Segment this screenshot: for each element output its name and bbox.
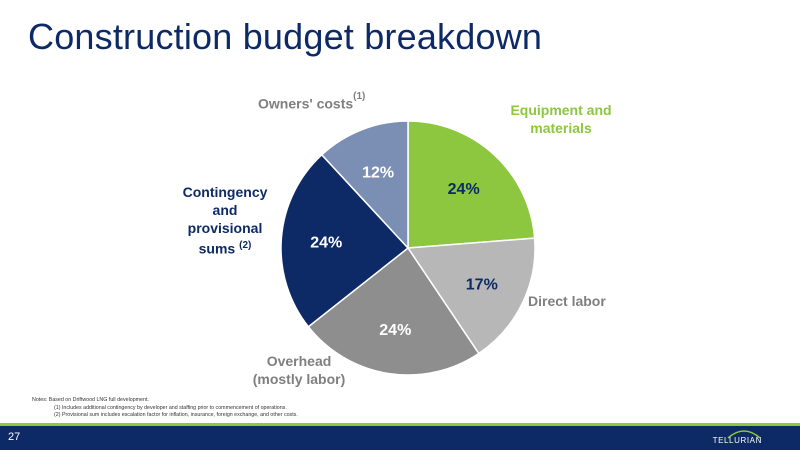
notes-line1: Notes: Based on Driftwood LNG full devel… (32, 397, 149, 403)
notes-line3: (2) Provisional sum includes escalation … (54, 412, 298, 418)
notes: Notes: Based on Driftwood LNG full devel… (32, 397, 298, 420)
label-overhead-line1: Overhead (266, 353, 332, 369)
pie-value-label: 24% (448, 181, 480, 198)
pie-value-label: 24% (379, 322, 411, 339)
pie-slice (320, 120, 409, 250)
label-contingency-footnote: (2) (239, 240, 252, 251)
label-contingency-line2: and (212, 202, 238, 218)
pie-slice (406, 237, 536, 355)
label-owners-footnote: (1) (353, 91, 366, 102)
label-owners: Owners' costs(1) (258, 91, 366, 113)
pie-value-label: 12% (362, 165, 394, 182)
label-contingency: Contingency and provisional sums (2) (170, 183, 280, 258)
page-title: Construction budget breakdown (28, 16, 543, 57)
label-direct-labor-text: Direct labor (528, 293, 606, 309)
label-overhead: Overhead (mostly labor) (244, 352, 354, 388)
label-contingency-line3: provisional (187, 220, 263, 236)
label-direct-labor: Direct labor (528, 292, 606, 310)
footer-accent-line (0, 423, 800, 426)
label-overhead-line2: (mostly labor) (252, 371, 346, 387)
pie-slice (407, 120, 536, 249)
page-number: 27 (8, 431, 21, 443)
company-logo: TELLURIAN (712, 436, 762, 445)
label-equipment: Equipment and materials (496, 101, 626, 137)
label-equipment-text: Equipment and materials (510, 102, 612, 136)
label-contingency-line4: sums (2) (170, 237, 280, 258)
label-owners-text: Owners' costs (258, 95, 354, 112)
logo-arc-icon (727, 430, 761, 439)
notes-line2: (1) Includes additional contingency by d… (54, 404, 287, 411)
label-contingency-line4-text: sums (198, 240, 236, 257)
footer-bar: 27 TELLURIAN (0, 426, 800, 450)
pie-value-label: 24% (310, 235, 342, 252)
pie-value-label: 17% (466, 277, 498, 294)
pie-slice (307, 246, 480, 376)
label-contingency-line1: Contingency (182, 184, 268, 200)
pie-slice (280, 153, 410, 328)
